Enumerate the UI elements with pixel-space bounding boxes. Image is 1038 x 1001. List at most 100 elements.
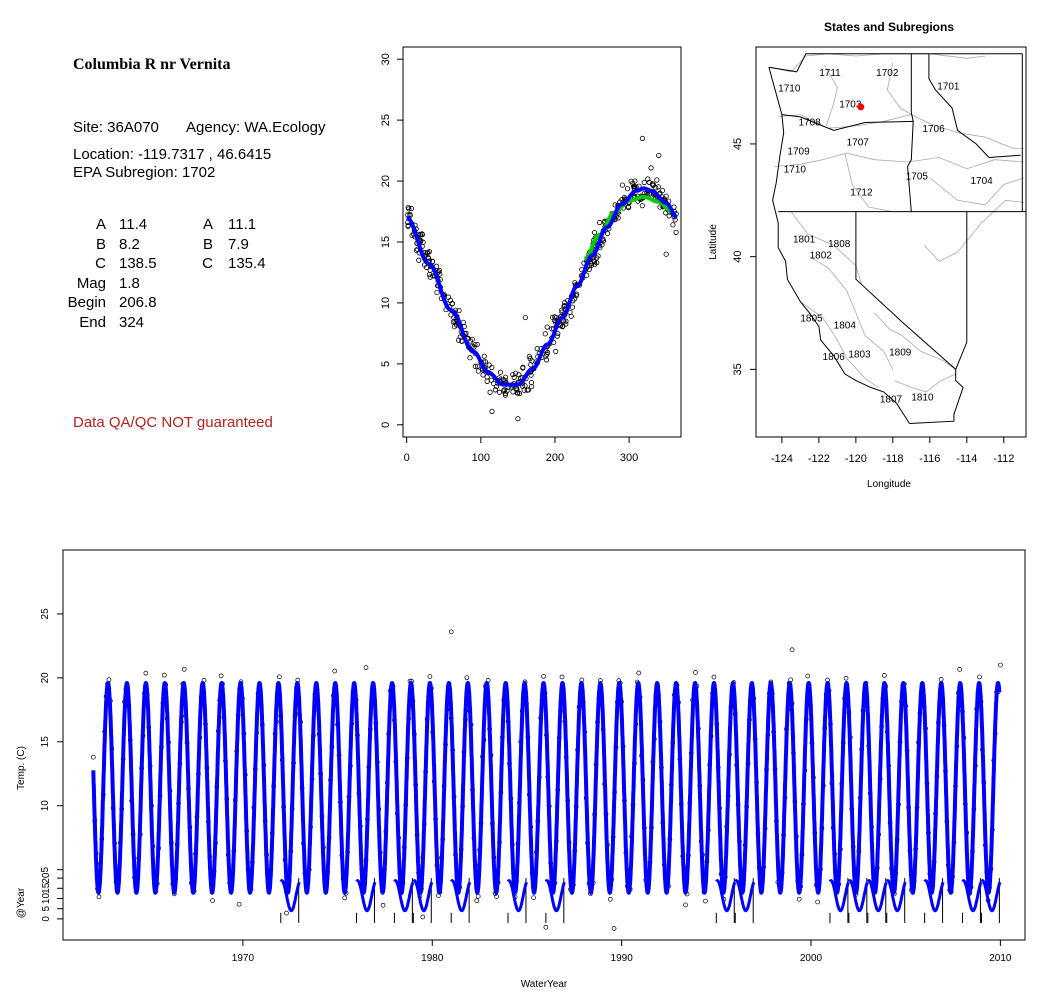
observation-point: [489, 408, 495, 415]
observation-point: [631, 183, 637, 190]
subregion-label-1710: 1710: [784, 165, 807, 176]
observation-point: [628, 178, 634, 184]
observation-point: [592, 261, 598, 267]
ts-observation: [796, 896, 802, 902]
observation-points: [405, 135, 679, 422]
param-name-end: End: [79, 313, 106, 331]
subregion-label-1808: 1808: [828, 239, 851, 250]
observation-point: [659, 187, 666, 194]
observation-point: [641, 179, 647, 186]
observation-point: [522, 314, 528, 321]
subregion-label-1706: 1706: [922, 124, 945, 135]
ts-y-tick-label: 20: [40, 672, 51, 684]
observation-point: [482, 359, 489, 365]
observation-point: [434, 289, 440, 296]
observation-point: [648, 165, 654, 171]
observation-point: [528, 372, 534, 378]
ts-observation: [957, 666, 963, 672]
observation-point: [502, 374, 509, 380]
observation-point: [559, 324, 566, 330]
observation-point: [604, 230, 611, 237]
observation-point: [426, 255, 432, 262]
observation-point: [612, 202, 618, 208]
subregion-label-1810: 1810: [911, 392, 934, 403]
ts-observation: [815, 899, 820, 905]
y-tick-label: 25: [380, 114, 392, 126]
ts-observation: [882, 673, 887, 678]
subregion-label-1704: 1704: [970, 176, 993, 187]
observation-point: [408, 205, 414, 212]
ts-observation: [218, 673, 224, 679]
inset-y-tick-label: 20: [41, 872, 52, 884]
observation-point: [526, 353, 532, 360]
param-value-c: 138.5: [119, 255, 157, 272]
x-tick-label: 0: [404, 452, 410, 464]
map-ylabel: Latitude: [708, 224, 719, 260]
param2-value-b: 7.9: [228, 235, 249, 253]
param2-name-c: C: [202, 255, 213, 272]
observation-point: [543, 357, 550, 363]
observation-point: [475, 363, 481, 369]
ts-observation: [464, 675, 470, 681]
observation-point: [654, 177, 660, 183]
map-x-tick-label: -112: [993, 453, 1014, 465]
observation-point: [481, 353, 487, 359]
param-value-end: 324: [119, 313, 145, 331]
ts-fit-line: [91, 681, 1002, 895]
map-title: States and Subregions: [824, 20, 954, 34]
observation-point: [427, 274, 433, 280]
observation-point: [656, 152, 662, 159]
observation-point: [450, 319, 456, 325]
observation-point: [624, 186, 631, 192]
map-frame: [755, 46, 1027, 438]
ts-observation: [805, 673, 811, 679]
map-x-tick-label: -122: [808, 453, 830, 465]
subregion-boundary: [809, 256, 894, 370]
seasonal-plot-frame: [402, 46, 682, 438]
ts-observation: [181, 666, 187, 672]
observation-point: [619, 182, 626, 188]
ts-x-tick-label: 1970: [232, 953, 255, 964]
observation-point: [413, 247, 420, 253]
observation-point: [670, 222, 676, 228]
subregion-label-1712: 1712: [850, 187, 873, 198]
subregion-boundary: [894, 373, 956, 393]
subregion-label-1703: 1703: [839, 99, 862, 110]
observation-point: [487, 389, 493, 395]
ts-observation-outlier: [284, 910, 289, 916]
ts-observation-outlier: [789, 647, 795, 653]
observation-point: [445, 294, 452, 300]
ts-observation: [332, 668, 338, 674]
subregion-boundary: [874, 312, 956, 370]
y-tick-label: 15: [380, 236, 392, 248]
observation-point: [542, 331, 548, 337]
observation-point: [486, 362, 492, 368]
ts-observation: [541, 673, 546, 679]
observation-point: [639, 203, 645, 209]
ts-observation: [977, 674, 982, 680]
inset-ylabel: @Year: [16, 887, 27, 918]
subregion-label-1710: 1710: [778, 84, 801, 95]
observation-point: [646, 179, 652, 185]
map-x-tick-label: -114: [956, 453, 977, 465]
ts-observation-outlier: [998, 662, 1003, 668]
observation-point: [480, 372, 486, 378]
y-tick-label: 20: [380, 175, 392, 187]
param-value-begin: 206.8: [119, 294, 157, 311]
subregion-boundary: [924, 199, 1025, 262]
observation-point: [501, 387, 507, 393]
observation-point: [663, 210, 669, 216]
param2-value-c: 135.4: [228, 255, 266, 272]
observation-point: [655, 184, 661, 190]
observation-point: [653, 185, 659, 191]
ts-observation: [559, 674, 565, 680]
ts-x-tick-label: 1980: [421, 953, 444, 964]
ts-observation: [693, 670, 698, 675]
param-name-c: C: [95, 255, 106, 272]
observation-point: [448, 312, 454, 318]
subregion-label-1805: 1805: [800, 314, 823, 325]
map-y-tick-label: 35: [732, 363, 744, 375]
x-tick-label: 300: [620, 452, 638, 464]
observation-point: [475, 368, 481, 374]
subregion-boundary: [790, 211, 862, 284]
